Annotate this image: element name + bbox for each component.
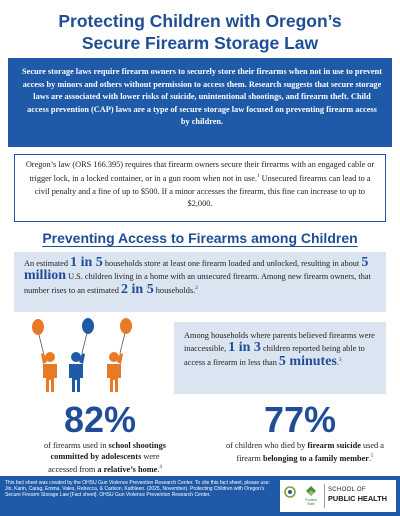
law-paragraph-1: Oregon’s law (ORS 166.395) requires that…: [23, 159, 377, 210]
stat-box-access-time: Among households where parents believed …: [174, 322, 386, 394]
children-balloons-illustration: [22, 317, 162, 397]
psu-logo-icon: [306, 486, 316, 496]
child-figure-icon: [41, 352, 57, 392]
school-wordmark: SCHOOL OF PUBLIC HEALTH: [328, 487, 387, 503]
pct1-mid: were accessed from: [48, 452, 160, 474]
psu-wordmark: Portland State: [300, 498, 322, 506]
stat2-big-1: 1 in 3: [228, 340, 261, 356]
firearm-suicide-percent: 77%: [263, 399, 337, 440]
stat1-big-3: 2 in 5: [121, 282, 154, 298]
pct1-bold-1: school shootings committed by adolescent…: [50, 441, 166, 461]
balloon-icon: [32, 319, 44, 335]
footer-bar: This fact sheet was created by the OHSU …: [0, 476, 400, 516]
pct1-pre: of firearms used in: [44, 441, 109, 450]
firearm-suicide-desc: of children who died by firearm suicide …: [226, 440, 384, 464]
stat1-mid-2: U.S. children living in a home with an u…: [24, 272, 371, 296]
stat1-pre: An estimated: [24, 259, 71, 268]
stat2-big-2: 5 minutes: [278, 354, 337, 370]
stat1-big-1: 1 in 5: [70, 255, 103, 270]
pct2-mid: used a firearm: [236, 441, 384, 463]
pct1-ref: 4: [159, 465, 162, 470]
law-p1-text: Oregon’s law (ORS 166.395) requires that…: [25, 160, 375, 184]
pct1-post: .: [157, 464, 160, 474]
school-shooting-desc: of firearms used in school shootings com…: [36, 440, 174, 475]
stat1-ref: 2: [195, 286, 198, 292]
pct2-bold-2: belonging to a family member: [262, 453, 369, 463]
psu-line-1: Portland: [305, 498, 317, 502]
child-figure-icon: [69, 352, 85, 392]
section-heading: Preventing Access to Firearms among Chil…: [42, 230, 358, 246]
stat1-big-2: 5 million: [24, 255, 369, 284]
school-line-1: SCHOOL OF: [328, 487, 366, 493]
intro-banner: Secure storage laws require firearm owne…: [8, 58, 392, 147]
children-balloons-svg: [32, 318, 132, 392]
school-shooting-percent: 82%: [63, 399, 137, 440]
school-line-2: PUBLIC HEALTH: [328, 494, 387, 503]
title-line-2: Secure Firearm Storage Law: [81, 33, 319, 53]
child-figure-icon: [107, 352, 123, 392]
psu-line-2: State: [307, 501, 315, 506]
title-line-1: Protecting Children with Oregon’s: [58, 11, 342, 31]
stat1-mid-1: households store at least one firearm lo…: [102, 259, 362, 268]
page-title: Protecting Children with Oregon’s Secure…: [0, 10, 400, 54]
law-box: Oregon’s law (ORS 166.395) requires that…: [14, 154, 386, 222]
stat2-ref: 3: [338, 358, 342, 364]
intro-text: Secure storage laws require firearm owne…: [22, 67, 382, 127]
stat-box-households: An estimated 1 in 5 households store at …: [14, 252, 386, 312]
pct2-bold-1: firearm suicide: [307, 441, 361, 450]
balloon-icon: [120, 318, 132, 334]
citation-text: This fact sheet was created by the OHSU …: [5, 480, 270, 499]
law-p2-text: Unsecured firearms can lead to a civil p…: [34, 174, 371, 208]
pct2-ref: 5: [371, 454, 374, 459]
logo-divider: [324, 484, 325, 508]
ohsu-logo-icon: [284, 486, 296, 498]
logo-panel: Portland State SCHOOL OF PUBLIC HEALTH: [280, 480, 396, 512]
pct2-post: .: [368, 453, 372, 463]
stat1-post: households.: [153, 286, 196, 296]
balloon-icon: [82, 318, 94, 334]
pct2-pre: of children who died by: [226, 441, 308, 450]
pct1-bold-2: a relative’s home: [97, 464, 158, 474]
stat2-pre: Among households where parents believed …: [184, 331, 375, 354]
stat2-mid: children reported being able to access a…: [184, 344, 365, 368]
law-p1-ref: 1: [257, 174, 260, 180]
stat2-post: .: [336, 358, 339, 368]
